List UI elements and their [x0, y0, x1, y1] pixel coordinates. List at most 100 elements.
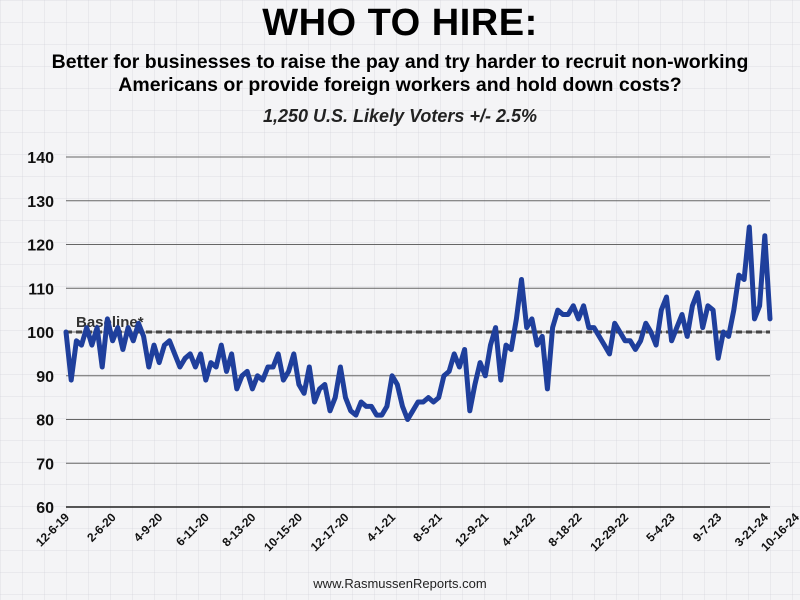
data-point	[473, 383, 477, 386]
data-point	[639, 339, 642, 342]
x-tick-label: 8-5-21	[410, 510, 445, 545]
data-point	[463, 348, 466, 351]
data-point	[111, 339, 114, 342]
y-tick-label: 120	[27, 238, 54, 255]
data-point	[758, 304, 761, 307]
data-point	[691, 304, 694, 307]
data-point	[194, 365, 197, 369]
data-point	[354, 413, 358, 417]
x-tick-label: 6-11-20	[173, 510, 212, 549]
data-point	[675, 326, 679, 329]
x-tick-label: 9-7-23	[690, 510, 725, 545]
data-point	[768, 317, 772, 321]
data-point	[680, 313, 684, 316]
data-point	[603, 343, 606, 347]
data-point	[349, 409, 352, 412]
data-point	[339, 365, 342, 369]
x-tick-label: 4-14-22	[499, 510, 538, 549]
data-point	[427, 396, 430, 399]
data-point	[142, 335, 145, 338]
x-tick-label: 2-6-20	[84, 510, 119, 545]
data-point	[69, 378, 73, 382]
data-point	[608, 352, 611, 356]
data-point	[447, 370, 451, 373]
data-point	[742, 278, 746, 281]
x-tick-label: 4-1-21	[364, 510, 399, 545]
y-tick-label: 70	[36, 456, 54, 473]
data-point	[137, 322, 140, 325]
x-tick-label: 4-9-20	[131, 510, 166, 545]
data-point	[80, 343, 83, 347]
data-point	[230, 352, 233, 356]
data-point	[763, 234, 767, 237]
data-point	[499, 378, 503, 382]
data-point	[189, 352, 192, 356]
data-point	[240, 374, 244, 377]
data-point	[644, 322, 647, 325]
y-tick-label: 140	[27, 150, 54, 167]
data-point	[489, 343, 492, 347]
x-axis-ticks: 12-6-19 2-6-20 4-9-20 6-11-20 8-13-20 10-15-2…	[33, 510, 800, 554]
data-point	[225, 370, 228, 373]
data-point	[266, 365, 270, 369]
y-tick-label: 110	[28, 281, 54, 298]
data-point	[214, 365, 218, 369]
data-point	[333, 396, 337, 399]
data-point	[478, 361, 482, 364]
data-point	[106, 317, 109, 321]
data-point	[121, 348, 125, 351]
series-line	[63, 224, 773, 422]
data-point	[90, 343, 94, 347]
data-point	[660, 308, 663, 312]
x-tick-label: 12-29-22	[587, 510, 631, 554]
data-point	[308, 365, 311, 369]
data-point	[85, 326, 88, 329]
data-point	[629, 339, 632, 342]
data-point	[245, 370, 249, 373]
data-point	[95, 326, 99, 329]
data-point	[442, 374, 446, 377]
y-tick-label: 60	[36, 500, 54, 517]
data-point	[380, 413, 383, 417]
data-point	[313, 400, 316, 404]
data-point	[753, 317, 756, 321]
data-point	[75, 339, 78, 342]
data-point	[421, 400, 425, 404]
data-point	[385, 405, 389, 408]
data-point	[613, 322, 616, 325]
data-point	[587, 326, 591, 329]
data-point	[282, 378, 285, 382]
data-point	[365, 405, 368, 408]
x-tick-label: 5-4-23	[643, 510, 678, 545]
data-point	[732, 308, 735, 312]
data-point	[64, 330, 68, 334]
data-point	[277, 352, 280, 356]
data-point	[344, 396, 347, 399]
data-point	[396, 383, 399, 386]
data-point	[147, 365, 151, 369]
data-point	[271, 365, 275, 369]
data-point	[183, 357, 187, 360]
data-point	[416, 400, 420, 404]
data-point	[551, 326, 554, 329]
data-point	[261, 378, 264, 382]
data-point	[199, 352, 202, 356]
data-point	[504, 343, 508, 347]
data-point	[401, 405, 404, 408]
data-point	[572, 304, 575, 307]
data-point	[132, 339, 135, 342]
data-point	[530, 317, 534, 321]
data-point	[178, 365, 182, 369]
data-point	[566, 313, 570, 316]
x-tick-label: 12-17-20	[308, 510, 352, 554]
data-point	[406, 418, 409, 421]
data-point	[204, 378, 207, 382]
data-point	[458, 365, 461, 369]
data-point	[722, 330, 725, 334]
x-tick-label: 8-18-22	[545, 510, 584, 549]
data-point	[623, 339, 627, 342]
data-point	[706, 304, 710, 307]
data-point	[701, 326, 704, 329]
y-tick-label: 130	[27, 194, 54, 211]
